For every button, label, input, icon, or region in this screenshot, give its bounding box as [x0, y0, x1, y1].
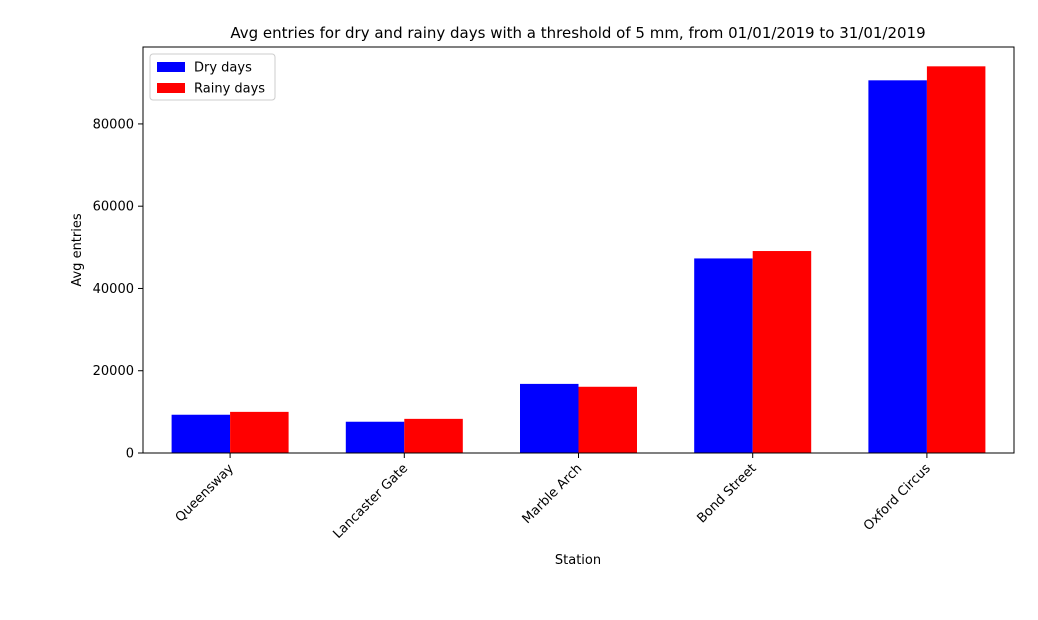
legend-label-rainy: Rainy days [194, 82, 265, 97]
y-tick-label: 60000 [93, 200, 134, 215]
bar-rainy-marble-arch [578, 386, 637, 453]
bar-dry-bond-street [694, 258, 753, 453]
bar-rainy-lancaster-gate [404, 418, 463, 453]
bar-rainy-queensway [230, 411, 289, 453]
y-tick-label: 0 [126, 447, 134, 462]
y-tick-label: 20000 [93, 364, 134, 379]
x-tick-label: Queensway [173, 461, 237, 525]
bar-dry-lancaster-gate [345, 421, 405, 453]
x-tick-label: Bond Street [694, 461, 759, 526]
bar-dry-queensway [171, 414, 231, 453]
x-tick-label: Oxford Circus [861, 461, 934, 534]
legend: Dry days Rainy days [149, 53, 276, 101]
x-tick-label: Lancaster Gate [330, 461, 411, 542]
y-tick-label: 80000 [93, 117, 134, 132]
bar-rainy-oxford-circus [926, 66, 986, 453]
bar-dry-marble-arch [520, 383, 579, 453]
x-tick-label: Marble Arch [520, 461, 586, 527]
chart-title: Avg entries for dry and rainy days with … [230, 24, 925, 42]
legend-swatch-dry [157, 62, 185, 72]
y-axis-label: Avg entries [70, 213, 85, 286]
bar-rainy-bond-street [752, 251, 812, 453]
plot-area: 0 20000 40000 60000 80000 Queensway Lancaster … [93, 46, 1015, 542]
bar-dry-oxford-circus [868, 80, 927, 453]
legend-swatch-rainy [157, 83, 185, 93]
x-axis-label: Station [555, 553, 601, 568]
legend-label-dry: Dry days [194, 61, 252, 76]
y-tick-label: 40000 [93, 282, 134, 297]
